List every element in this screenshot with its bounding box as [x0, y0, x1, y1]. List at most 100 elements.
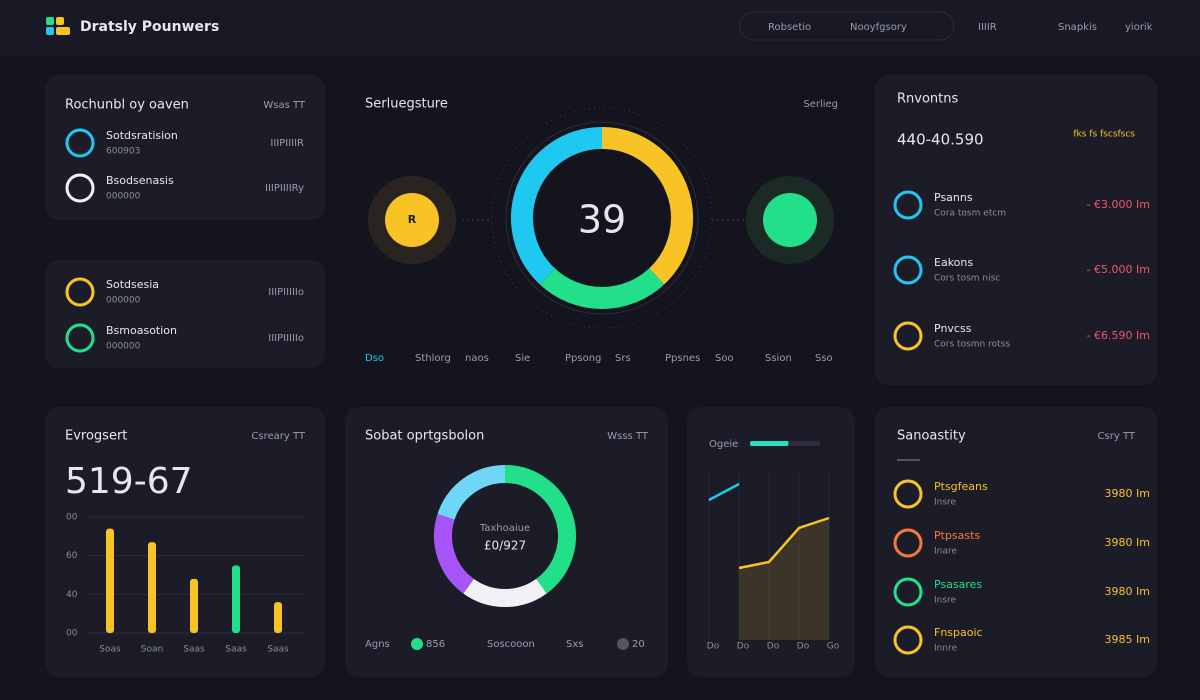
card-meta: Csreary TT: [251, 431, 306, 442]
search-tab[interactable]: Nooyfgsory: [850, 22, 907, 33]
legend-item: Ssion: [765, 353, 792, 364]
item-label: Fnspaoic: [934, 626, 983, 639]
line-series: [708, 482, 740, 502]
gauge-title: Serluegsture: [365, 97, 448, 112]
card: [45, 260, 325, 368]
card: [345, 407, 668, 677]
item-value: IIIPIIIIIo: [268, 287, 304, 298]
legend-item: naos: [465, 353, 489, 364]
legend-item: Srs: [615, 353, 631, 364]
legend-dot: [617, 638, 629, 650]
line-series: [738, 516, 830, 570]
nav-item[interactable]: yiorik: [1125, 22, 1153, 33]
gauge-value: 39: [578, 198, 626, 242]
card-title: Evrogsert: [65, 429, 127, 444]
card-meta: Csry TT: [1098, 431, 1136, 442]
logo: [46, 17, 54, 25]
nav-item[interactable]: Snapkis: [1058, 22, 1097, 33]
bar: [274, 602, 282, 633]
gauge-orbit: [491, 107, 713, 329]
x-tick-label: Soan: [141, 645, 163, 655]
card-title: Rochunbl oy oaven: [65, 98, 189, 113]
item-label: Sotdsratision: [106, 129, 178, 142]
card-title: Sobat oprtgsbolon: [365, 429, 484, 444]
x-tick-label: Saas: [267, 645, 289, 655]
item-value: 3985 Im: [1105, 633, 1150, 646]
x-tick-label: Do: [737, 642, 750, 652]
legend-dot: [411, 638, 423, 650]
item-icon: [893, 577, 923, 607]
item-value: 3980 Im: [1105, 487, 1150, 500]
item-sub: Innre: [934, 644, 958, 654]
side-node: [763, 193, 817, 247]
bar: [232, 565, 240, 633]
logo: [56, 27, 70, 35]
legend-item: 856: [426, 639, 445, 650]
y-tick-label: 60: [66, 551, 78, 561]
card: [687, 407, 855, 677]
item-value: 3980 Im: [1105, 536, 1150, 549]
bar: [106, 528, 114, 633]
legend-item: Dso: [365, 353, 384, 364]
item-icon: [65, 173, 95, 203]
logo: [56, 17, 64, 25]
item-label: Psasares: [934, 578, 982, 591]
item-sub: 000000: [106, 192, 141, 202]
brand: Dratsly Pounwers: [80, 19, 219, 35]
progress-bar: [750, 441, 789, 446]
item-label: Eakons: [934, 256, 973, 269]
item-sub: Cors tosm nisc: [934, 274, 1000, 284]
item-sub: 600903: [106, 147, 140, 157]
item-value: 3980 Im: [1105, 585, 1150, 598]
item-icon: [65, 323, 95, 353]
logo: [46, 27, 54, 35]
item-icon: [893, 479, 923, 509]
ring-segment: [601, 127, 693, 285]
ring-segment: [511, 127, 603, 285]
item-label: Ptsgfeans: [934, 480, 988, 493]
x-tick-label: Do: [767, 642, 780, 652]
item-icon: [893, 528, 923, 558]
ring-segment: [437, 465, 506, 520]
item-icon: [893, 255, 923, 285]
legend-item: Ppsnes: [665, 353, 700, 364]
card: [45, 407, 325, 677]
revenue-total: 440-40.590: [897, 131, 984, 149]
top-bar: [0, 0, 1200, 55]
item-icon: [893, 625, 923, 655]
card-title: Sanoastity: [897, 429, 966, 444]
card-meta: Wsas TT: [263, 100, 306, 111]
item-value: - €5.000 Im: [1087, 263, 1150, 276]
card: [875, 407, 1157, 677]
item-sub: Inare: [934, 547, 957, 557]
x-tick-label: Saas: [225, 645, 247, 655]
legend-item: Agns: [365, 639, 390, 650]
item-sub: 000000: [106, 296, 141, 306]
line-label: Ogeie: [709, 439, 738, 450]
x-tick-label: Go: [827, 642, 840, 652]
gauge-orbit: [505, 121, 699, 315]
nav-item[interactable]: IIIIR: [978, 22, 997, 33]
donut-value: £0/927: [484, 539, 526, 553]
item-icon: [893, 190, 923, 220]
item-sub: Cora tosm etcm: [934, 209, 1006, 219]
y-tick-label: 00: [66, 513, 78, 523]
item-value: IIIPIIIIR: [270, 138, 304, 149]
legend-item: 20: [632, 639, 645, 650]
search-tab[interactable]: Robsetio: [768, 22, 811, 33]
item-value: - €3.000 Im: [1087, 198, 1150, 211]
item-value: IIIPIIIIRy: [265, 183, 304, 194]
ring-segment: [539, 268, 665, 309]
item-label: Bsodsenasis: [106, 174, 174, 187]
card: [875, 75, 1157, 385]
legend-item: Sso: [815, 353, 833, 364]
donut-label: Taxhoaiue: [479, 523, 530, 534]
item-label: Pnvcss: [934, 322, 972, 335]
bar: [190, 578, 198, 633]
item-sub: Insre: [934, 596, 957, 606]
legend-item: Soo: [715, 353, 734, 364]
item-label: Sotdsesia: [106, 278, 159, 291]
legend-item: Sie: [515, 353, 530, 364]
search-box[interactable]: [739, 11, 955, 41]
